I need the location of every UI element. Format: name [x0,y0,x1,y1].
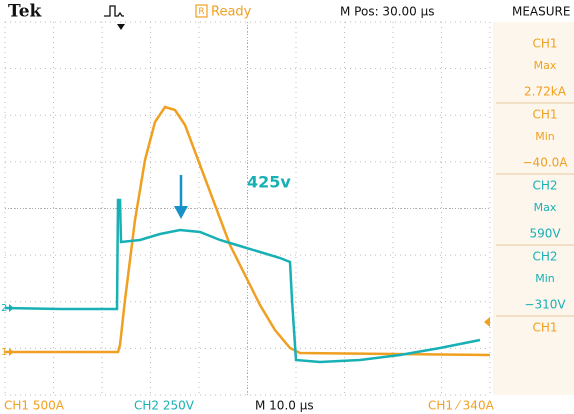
measure-type: Min [535,272,555,285]
trigger-icon [104,5,124,17]
ch1-scale: CH1 500A [4,399,65,413]
graticule [4,21,491,396]
trigger-level-marker [484,317,490,327]
position: M Pos: 30.00 µs [340,5,434,19]
annotation-arrowhead [174,206,188,219]
trigger-setting: CH1 ⁄ 340A [428,399,495,413]
brand: Tek [8,2,43,22]
measure-channel: CH1 [532,37,557,51]
measure-value: 2.72kA [524,85,567,99]
ch1-marker-arrow [9,348,14,356]
ch2-trace [4,198,481,364]
measure-channel: CH1 [532,108,557,122]
measure-channel: CH2 [532,179,557,193]
ch2-marker: 2 [1,303,7,314]
ch2-marker-arrow [9,304,14,312]
ch2-scale: CH2 250V [134,399,195,413]
measure-panel [493,22,574,395]
trigger-position-marker [117,24,125,30]
status-icon-box [195,4,208,18]
measure-type: Max [534,201,557,214]
measurements: CH1 Max 2.72kA CH1 Min −40.0A CH2 Max 590V CH2 Min… [496,37,574,335]
measure-channel: CH1 [532,321,557,335]
measure-type: Max [534,59,557,72]
panel-title: MEASURE [512,5,570,19]
ch1-trace [5,105,491,357]
measure-value: 590V [529,227,561,241]
annotation: 425v [247,173,291,192]
measure-value: −310V [524,298,566,312]
measure-value: −40.0A [523,156,569,170]
measure-channel: CH2 [532,250,557,264]
status: Ready [211,5,252,20]
timebase: M 10.0 µs [255,399,314,413]
status-icon: R [198,7,204,17]
ch1-marker: 1 [1,347,7,358]
measure-type: Min [535,130,555,143]
